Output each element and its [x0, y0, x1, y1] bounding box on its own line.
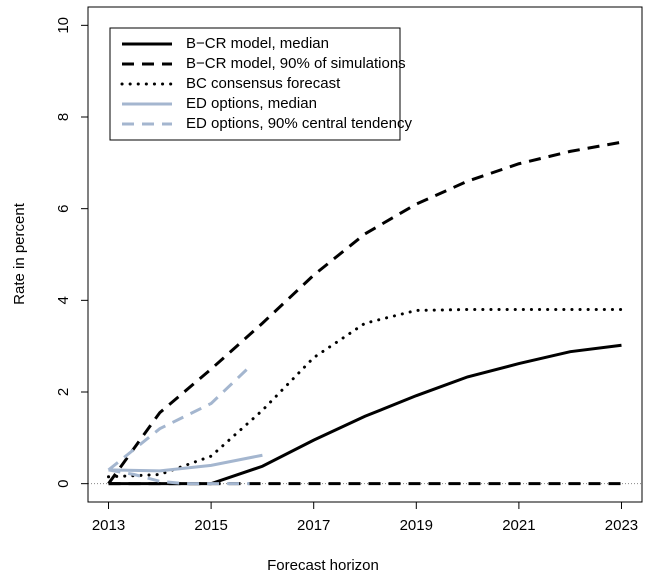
y-tick-label: 2 [55, 388, 72, 396]
series-line [108, 343, 622, 486]
series-line [107, 140, 622, 485]
x-tick-label: 2013 [92, 517, 125, 534]
series-line [107, 308, 623, 479]
series-line [108, 453, 263, 473]
legend: B−CR model, median B−CR model, 90% of sim… [109, 27, 412, 141]
legend-label: BC consensus forecast [186, 75, 341, 92]
y-tick-label: 4 [55, 296, 72, 304]
y-tick-label: 0 [55, 479, 72, 487]
y-tick-label: 10 [55, 17, 72, 34]
x-tick-label: 2023 [605, 517, 638, 534]
x-tick-label: 2019 [400, 517, 433, 534]
series-line [108, 468, 250, 486]
series-line [107, 365, 251, 472]
y-tick-label: 8 [55, 113, 72, 121]
legend-label: B−CR model, median [186, 35, 329, 52]
legend-label: ED options, 90% central tendency [186, 115, 412, 132]
x-tick-label: 2015 [194, 517, 227, 534]
y-axis-label: Rate in percent [11, 202, 28, 305]
legend-label: ED options, median [186, 95, 317, 112]
legend-box [109, 27, 401, 141]
x-tick-label: 2017 [297, 517, 330, 534]
x-axis-label: Forecast horizon [267, 557, 379, 574]
y-tick-label: 6 [55, 204, 72, 212]
x-tick-label: 2021 [502, 517, 535, 534]
legend-label: B−CR model, 90% of simulations [186, 55, 406, 72]
